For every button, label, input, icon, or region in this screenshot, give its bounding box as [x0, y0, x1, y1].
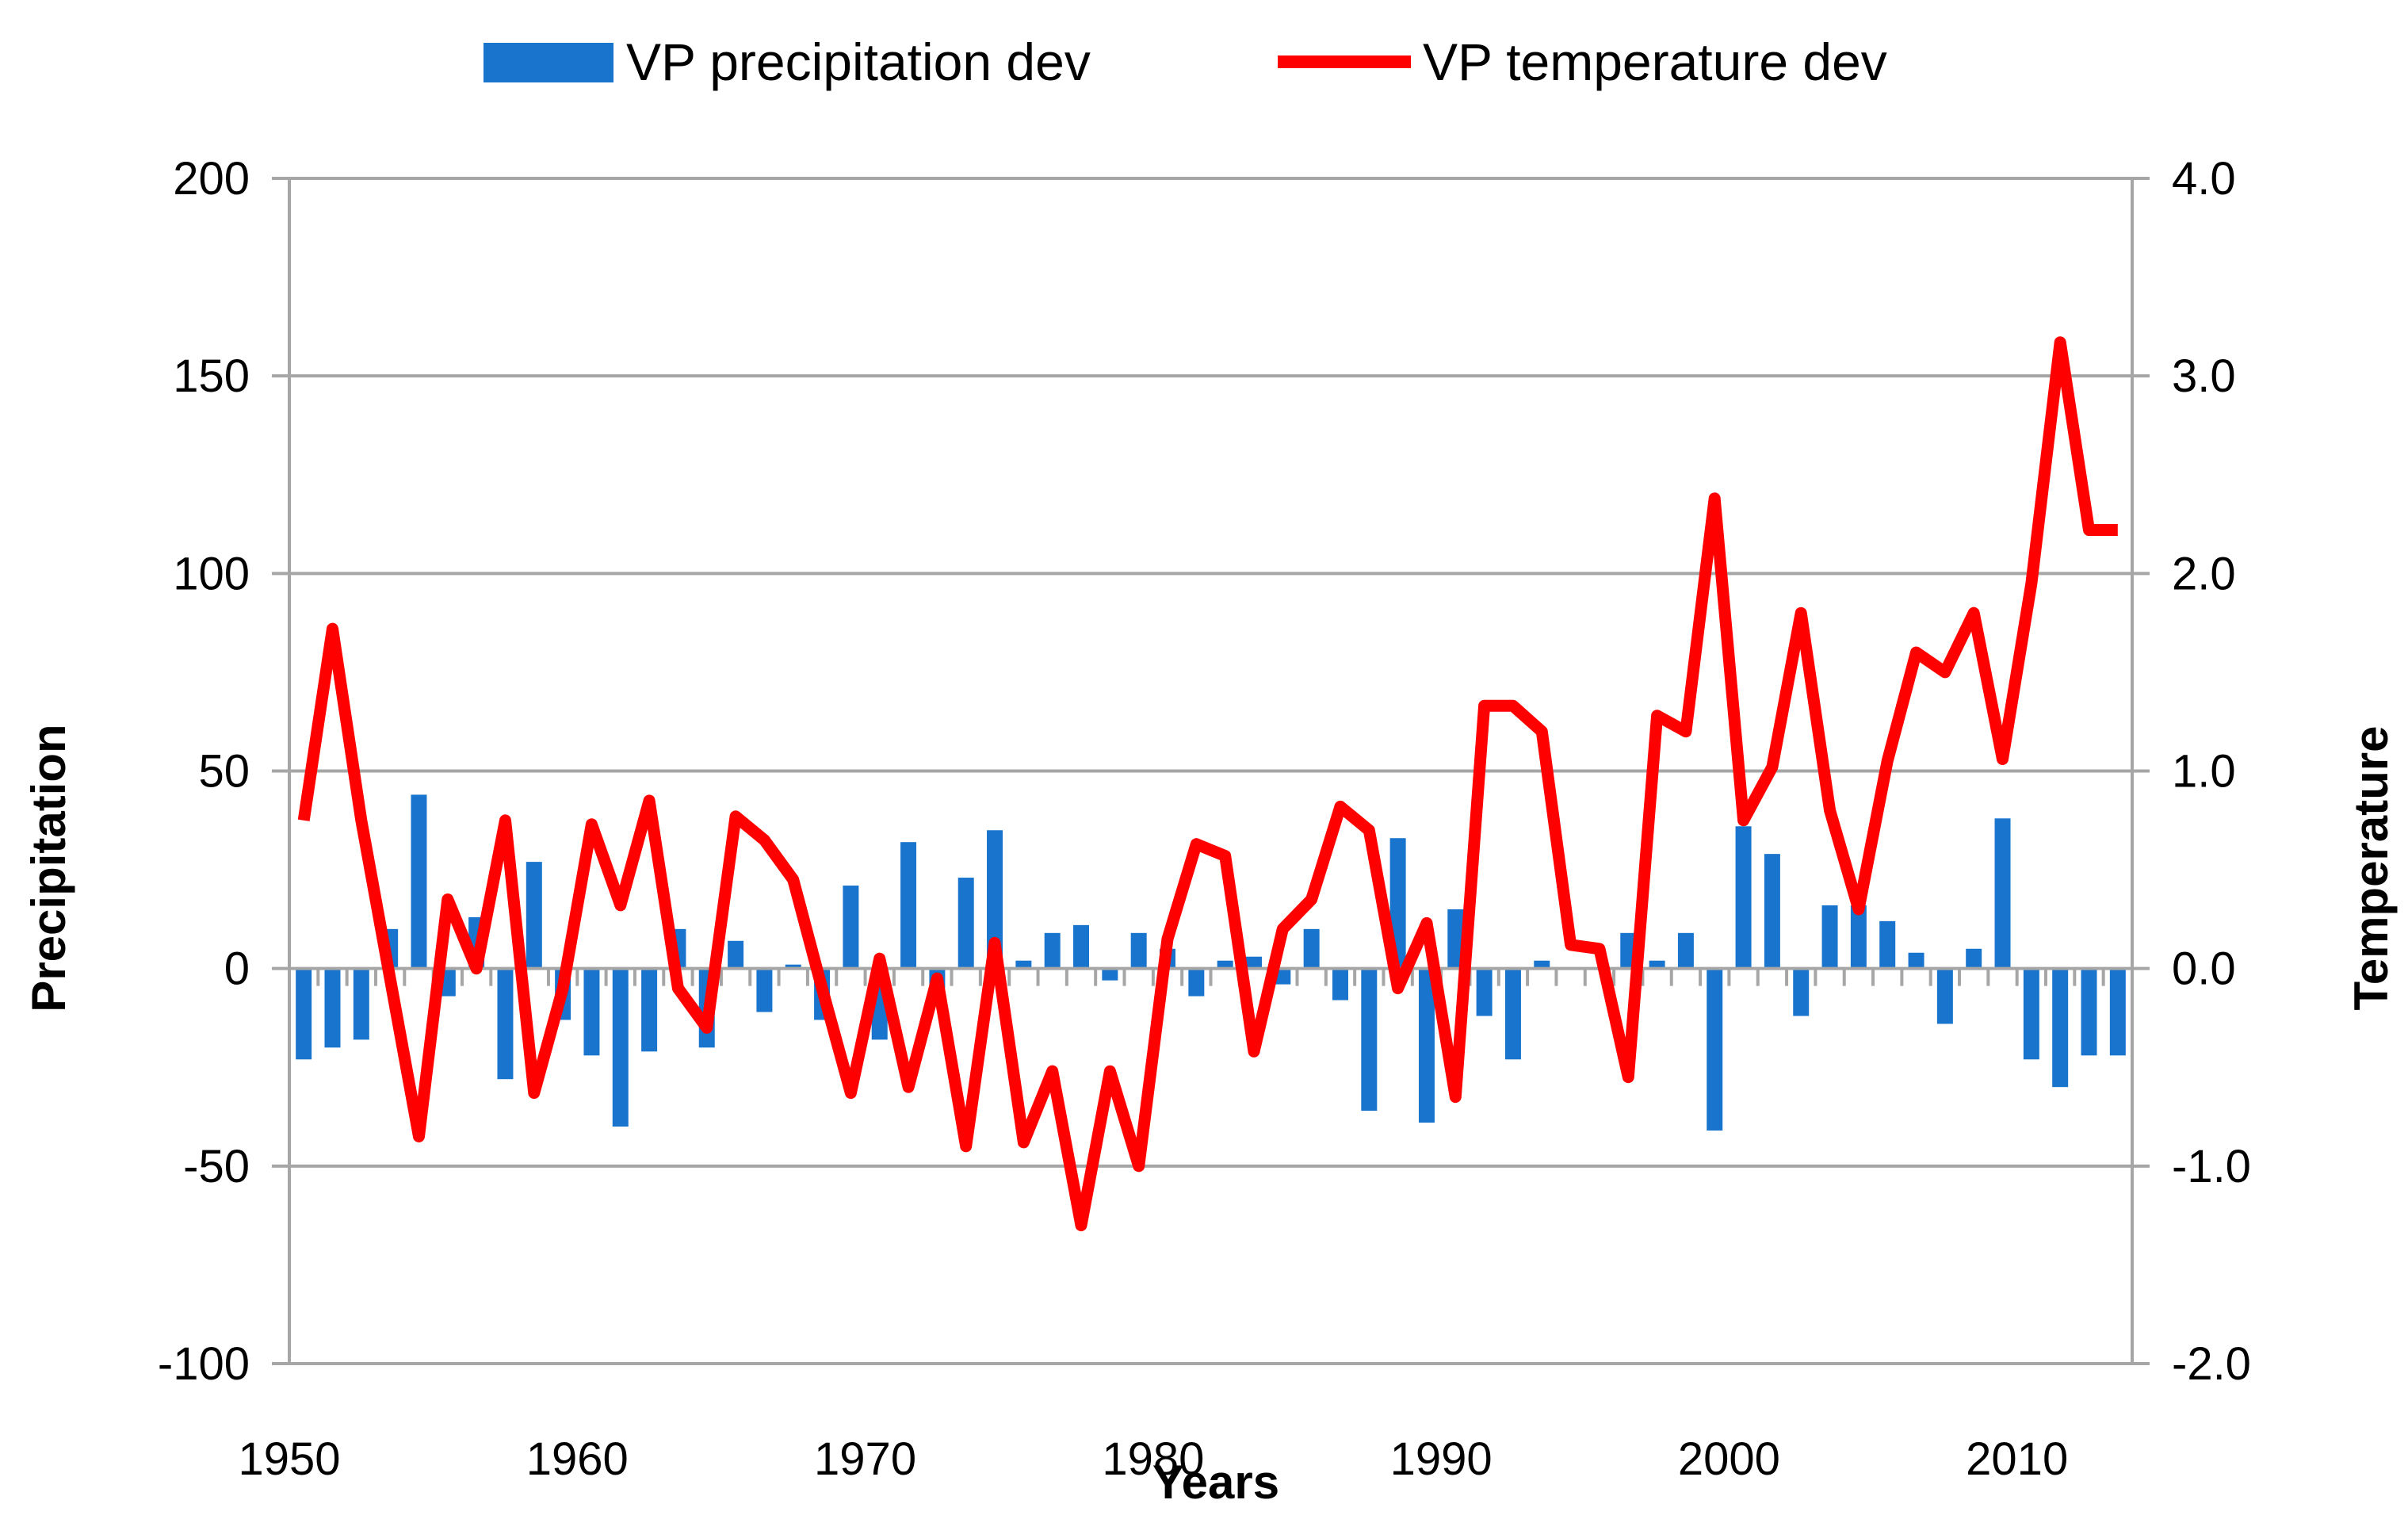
precip-bar [324, 968, 341, 1048]
precip-bar [756, 968, 773, 1012]
y-tick-label: 100 [173, 548, 250, 599]
x-axis-title: Years [1152, 1456, 1279, 1509]
precip-bar [1821, 905, 1838, 969]
precip-bar [1504, 968, 1521, 1060]
precip-bar [641, 968, 658, 1052]
left-axis-tick-labels: 200 150 100 50 0 -50 -100 [158, 153, 250, 1390]
precip-bar [843, 886, 859, 969]
x-tick-label: 1980 [1102, 1433, 1204, 1485]
y-tick-label: -100 [158, 1338, 250, 1390]
gridlines [289, 177, 2132, 1365]
precip-bar [296, 968, 312, 1060]
legend-swatch-precipitation [484, 43, 613, 82]
y-tick-label: 0 [224, 943, 250, 995]
temperature-line [297, 336, 2118, 1232]
precip-bar [1073, 924, 1090, 969]
precip-bar [1966, 948, 1982, 969]
legend-label-precipitation: VP precipitation dev [626, 33, 1091, 91]
precip-bar [353, 968, 369, 1040]
y2-axis-title: Temperature [2345, 725, 2398, 1010]
precip-bar [583, 968, 600, 1056]
x-tick-label: 1950 [238, 1433, 340, 1485]
precip-bar [1361, 968, 1378, 1112]
precip-bar [1130, 932, 1147, 969]
precip-bar [1879, 920, 1896, 969]
precip-bar [1418, 968, 1435, 1123]
precip-bar [2081, 968, 2097, 1056]
precip-bar [1332, 968, 1348, 1001]
precip-bar [728, 940, 744, 969]
precip-bar [1303, 928, 1320, 969]
precip-bar [1793, 968, 1810, 1016]
precip-bar [1649, 960, 1665, 969]
y2-tick-label: 0.0 [2172, 943, 2236, 995]
y-tick-label: 50 [198, 746, 250, 798]
y2-tick-label: 3.0 [2172, 350, 2236, 402]
x-tick-label: 1970 [814, 1433, 916, 1485]
precip-bar [497, 968, 514, 1080]
y-axis-title: Precipitation [22, 724, 75, 1012]
right-axis-tick-labels: 4.0 3.0 2.0 1.0 0.0 -1.0 -2.0 [2172, 153, 2251, 1390]
precip-bar [1707, 968, 1723, 1131]
x-axis-tick-labels: 1950 1960 1970 1980 1990 2000 2010 [238, 1433, 2068, 1485]
precip-bar [1102, 968, 1118, 981]
y2-tick-label: -1.0 [2172, 1141, 2251, 1192]
precip-bar [1764, 854, 1780, 969]
precip-bar [1677, 932, 1694, 969]
precip-bar [2023, 968, 2039, 1060]
precip-bar [1447, 909, 1464, 969]
precip-bar [1275, 968, 1291, 985]
precip-bar [612, 968, 629, 1127]
precip-bar [785, 964, 801, 969]
precip-bar [1534, 960, 1550, 969]
axes [272, 177, 2150, 1365]
precip-bar [900, 842, 917, 969]
precip-bar [526, 862, 542, 969]
legend-label-temperature: VP temperature dev [1423, 33, 1887, 91]
precip-bar [1246, 956, 1262, 969]
precip-bar [1936, 968, 1953, 1024]
precip-bar [2052, 968, 2069, 1088]
precip-bar [1015, 960, 1032, 969]
y2-tick-label: -2.0 [2172, 1338, 2251, 1390]
precip-bar [1850, 905, 1867, 969]
y2-tick-label: 4.0 [2172, 153, 2236, 205]
y2-tick-label: 2.0 [2172, 548, 2236, 599]
precip-bar [1476, 968, 1493, 1016]
y2-tick-label: 1.0 [2172, 746, 2236, 798]
y-tick-label: 150 [173, 350, 250, 402]
precip-bar [1735, 826, 1752, 969]
y-tick-label: 200 [173, 153, 250, 205]
precip-bar [987, 830, 1003, 969]
precip-bar [2109, 968, 2126, 1056]
x-tick-label: 2010 [1966, 1433, 2068, 1485]
x-tick-label: 2000 [1678, 1433, 1780, 1485]
x-tick-label: 1960 [526, 1433, 629, 1485]
y-tick-label: -50 [183, 1141, 250, 1192]
precip-bar [1044, 932, 1061, 969]
precip-bar [1217, 960, 1233, 969]
precip-bar [957, 878, 974, 969]
x-tick-label: 1990 [1390, 1433, 1493, 1485]
legend: VP precipitation dev VP temperature dev [484, 33, 1887, 91]
precip-bar [1994, 818, 2011, 969]
precip-bar [1188, 968, 1205, 997]
precip-bar [1908, 952, 1924, 969]
precip-bar [411, 794, 427, 969]
